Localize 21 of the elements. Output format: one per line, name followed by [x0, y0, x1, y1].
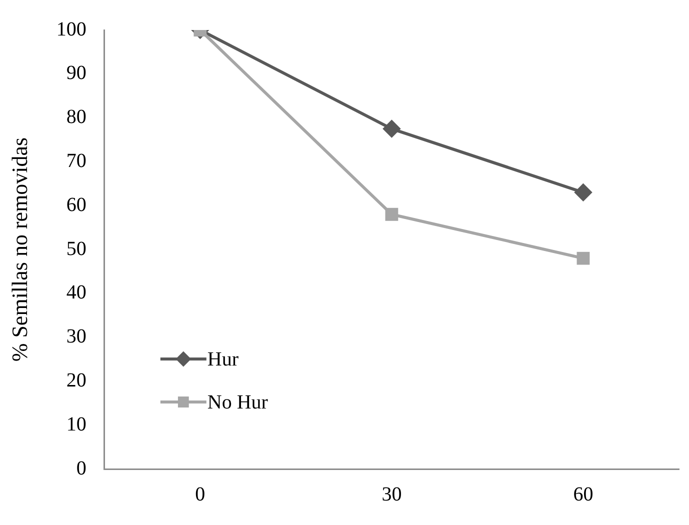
y-tick-label: 60 — [66, 194, 86, 216]
x-tick-label: 0 — [195, 483, 206, 506]
y-tick-label: 90 — [66, 62, 86, 84]
y-tick-label: 10 — [66, 413, 86, 436]
y-tick-label: 20 — [66, 369, 86, 392]
legend-label: No Hur — [207, 391, 268, 414]
point — [574, 184, 592, 201]
legend-label: Hur — [207, 348, 239, 370]
point — [576, 252, 590, 265]
y-tick-label: 40 — [66, 282, 86, 304]
y-tick-label: 50 — [66, 238, 86, 260]
x-tick-label: 30 — [382, 483, 402, 506]
y-tick-label: 80 — [66, 106, 86, 128]
y-tick-label: 0 — [76, 457, 86, 480]
y-tick-label: 100 — [56, 18, 86, 40]
point — [383, 120, 400, 138]
y-tick-label: 70 — [66, 150, 86, 172]
x-tick-label: 60 — [573, 483, 594, 506]
y-tick-label: 30 — [66, 326, 86, 348]
y-axis-title: % Semillas no removidas — [6, 137, 32, 362]
point — [385, 208, 398, 221]
